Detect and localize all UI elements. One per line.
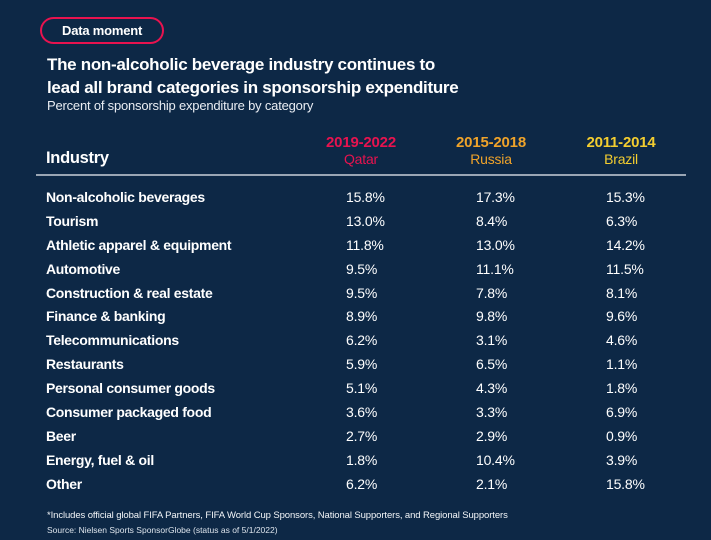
value-cell: 1.1% [606, 356, 638, 373]
value-cell: 3.9% [606, 451, 638, 468]
value-cell: 15.8% [346, 188, 385, 205]
value-cell: 9.5% [346, 284, 378, 301]
industry-cell: Beer [46, 427, 76, 444]
value-cell: 9.6% [606, 308, 638, 325]
industry-cell: Automotive [46, 260, 121, 277]
table-row: Energy, fuel & oil 1.8% 10.4% 3.9% [36, 448, 686, 472]
value-cell: 5.1% [346, 380, 378, 397]
table-row: Consumer packaged food 3.6% 3.3% 6.9% [36, 400, 686, 424]
value-cell: 6.9% [606, 403, 638, 420]
value-cell: 1.8% [606, 380, 638, 397]
table-row: Automotive 9.5% 11.1% 11.5% [36, 257, 686, 281]
value-cell: 7.8% [476, 284, 508, 301]
expenditure-table: Industry 2019-2022 Qatar 2015-2018 Russi… [36, 130, 686, 496]
table-header-row: Industry 2019-2022 Qatar 2015-2018 Russi… [36, 130, 686, 176]
value-cell: 5.9% [346, 356, 378, 373]
industry-cell: Athletic apparel & equipment [46, 236, 232, 253]
value-cell: 6.2% [346, 332, 378, 349]
industry-column-header: Industry [46, 149, 109, 167]
industry-cell: Consumer packaged food [46, 403, 212, 420]
industry-cell: Non-alcoholic beverages [46, 188, 205, 205]
value-cell: 6.5% [476, 356, 508, 373]
value-cell: 2.9% [476, 427, 508, 444]
source-line: Source: Nielsen Sports SponsorGlobe (sta… [47, 525, 278, 535]
table-row: Personal consumer goods 5.1% 4.3% 1.8% [36, 376, 686, 400]
table-row: Restaurants 5.9% 6.5% 1.1% [36, 352, 686, 376]
value-cell: 8.4% [476, 212, 508, 229]
page-subtitle: Percent of sponsorship expenditure by ca… [47, 98, 314, 113]
value-cell: 4.3% [476, 380, 508, 397]
title-line-2: lead all brand categories in sponsorship… [47, 78, 459, 97]
industry-cell: Construction & real estate [46, 284, 213, 301]
value-cell: 3.3% [476, 403, 508, 420]
industry-cell: Restaurants [46, 356, 124, 373]
value-cell: 13.0% [346, 212, 385, 229]
table-body: Non-alcoholic beverages 15.8% 17.3% 15.3% To… [36, 176, 686, 496]
industry-cell: Personal consumer goods [46, 380, 215, 397]
industry-cell: Telecommunications [46, 332, 179, 349]
value-cell: 11.1% [476, 260, 514, 277]
footnote: *Includes official global FIFA Partners,… [47, 510, 508, 521]
qatar-years-label: 2019-2022 [326, 134, 396, 151]
brazil-country-label: Brazil [604, 151, 638, 167]
industry-cell: Tourism [46, 212, 99, 229]
value-cell: 6.3% [606, 212, 638, 229]
value-cell: 4.6% [606, 332, 638, 349]
table-row: Other 6.2% 2.1% 15.8% [36, 472, 686, 496]
value-cell: 1.8% [346, 451, 378, 468]
table-row: Finance & banking 8.9% 9.8% 9.6% [36, 304, 686, 328]
value-cell: 9.5% [346, 260, 378, 277]
value-cell: 13.0% [476, 236, 515, 253]
data-moment-badge: Data moment [40, 17, 165, 44]
value-cell: 11.8% [346, 236, 384, 253]
value-cell: 2.7% [346, 427, 378, 444]
value-cell: 10.4% [476, 451, 515, 468]
value-cell: 14.2% [606, 236, 645, 253]
column-header-russia: 2015-2018 Russia [426, 134, 556, 168]
industry-cell: Finance & banking [46, 308, 166, 325]
value-cell: 11.5% [606, 260, 644, 277]
column-header-brazil: 2011-2014 Brazil [556, 134, 686, 168]
value-cell: 2.1% [476, 475, 508, 492]
table-row: Beer 2.7% 2.9% 0.9% [36, 424, 686, 448]
industry-cell: Other [46, 475, 82, 492]
value-cell: 3.6% [346, 403, 378, 420]
table-row: Non-alcoholic beverages 15.8% 17.3% 15.3% [36, 185, 686, 209]
value-cell: 8.1% [606, 284, 638, 301]
table-row: Construction & real estate 9.5% 7.8% 8.1% [36, 281, 686, 305]
value-cell: 9.8% [476, 308, 508, 325]
value-cell: 8.9% [346, 308, 378, 325]
value-cell: 0.9% [606, 427, 638, 444]
page-title: The non-alcoholic beverage industry cont… [47, 53, 459, 99]
table-row: Athletic apparel & equipment 11.8% 13.0% 14… [36, 233, 686, 257]
industry-cell: Energy, fuel & oil [46, 451, 154, 468]
value-cell: 15.8% [606, 475, 645, 492]
title-line-1: The non-alcoholic beverage industry cont… [47, 55, 435, 74]
value-cell: 6.2% [346, 475, 378, 492]
column-header-qatar: 2019-2022 Qatar [296, 134, 426, 168]
value-cell: 3.1% [476, 332, 508, 349]
brazil-years-label: 2011-2014 [586, 134, 656, 151]
value-cell: 15.3% [606, 188, 645, 205]
table-row: Telecommunications 6.2% 3.1% 4.6% [36, 328, 686, 352]
qatar-country-label: Qatar [343, 151, 378, 167]
table-row: Tourism 13.0% 8.4% 6.3% [36, 209, 686, 233]
value-cell: 17.3% [476, 188, 515, 205]
russia-country-label: Russia [470, 151, 512, 167]
russia-years-label: 2015-2018 [456, 134, 526, 151]
